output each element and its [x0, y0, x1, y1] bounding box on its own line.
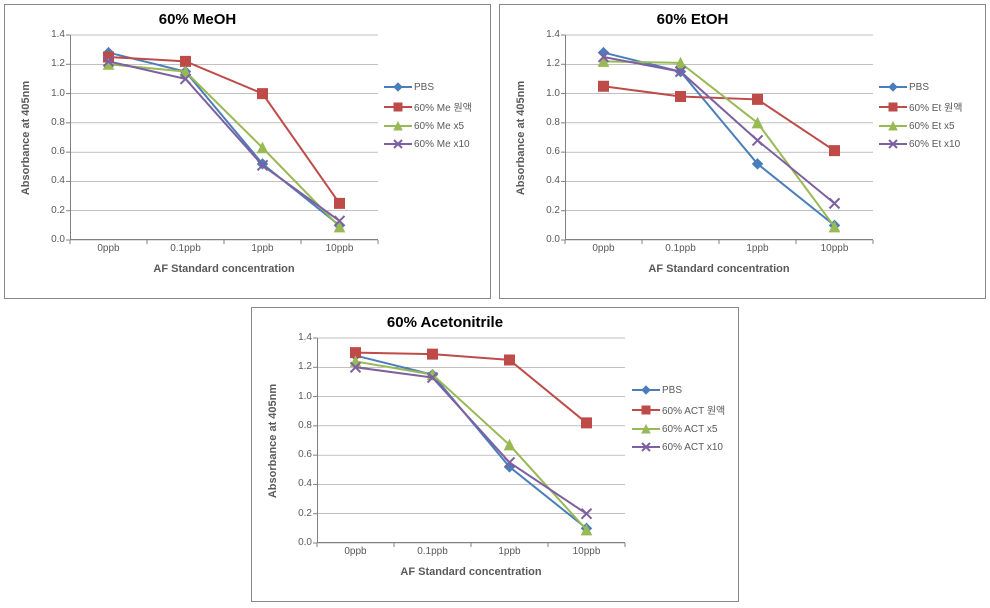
x-tick-label: 1ppb	[233, 243, 293, 254]
top-row: 60% MeOH 0.0 0.2 0.4 0.6 0.8 1.0 1.2 1.4 0ppb 0.1p…	[0, 0, 990, 303]
plot-area	[70, 35, 378, 240]
legend: PBS 60% Et 원액 60% Et x5 60% Et x10	[879, 75, 979, 156]
y-tick-label: 0.4	[282, 478, 312, 489]
y-tick-label: 1.2	[282, 361, 312, 372]
y-tick-label: 1.2	[530, 58, 560, 69]
legend-label: 60% Et x10	[909, 139, 960, 150]
legend: PBS 60% ACT 원액 60% ACT x5 60% ACT x10	[632, 378, 732, 459]
legend-item: 60% Et x10	[879, 138, 979, 150]
y-axis-label: Absorbance at 405nm	[266, 338, 280, 543]
legend-label: 60% Et x5	[909, 121, 955, 132]
legend-item: PBS	[879, 81, 979, 93]
y-tick-label: 1.4	[35, 29, 65, 40]
y-tick-label: 1.4	[282, 332, 312, 343]
y-tick-label: 1.4	[530, 29, 560, 40]
chart-panel-etoh: 60% EtOH 0.0 0.2 0.4 0.6 0.8 1.0 1.2 1.4 0ppb 0.1p…	[499, 4, 986, 299]
legend-label: PBS	[909, 82, 929, 93]
legend-item: 60% Et 원액	[879, 99, 979, 114]
legend-item: 60% Me 원액	[384, 99, 484, 114]
legend-item: PBS	[632, 384, 732, 396]
legend-label: 60% Et 원액	[909, 99, 962, 114]
y-tick-label: 0.6	[35, 146, 65, 157]
y-tick-label: 0.0	[35, 234, 65, 245]
x-tick-label: 0.1ppb	[156, 243, 216, 254]
legend-item: 60% ACT 원액	[632, 402, 732, 417]
bottom-row: 60% Acetonitrile 0.0 0.2 0.4 0.6 0.8 1.0 1.2 1.4…	[0, 303, 990, 606]
x-tick-label: 1ppb	[728, 243, 788, 254]
x-tick-label: 1ppb	[480, 546, 540, 557]
y-tick-label: 0.0	[530, 234, 560, 245]
x-tick-label: 10ppb	[557, 546, 617, 557]
y-tick-label: 1.0	[35, 88, 65, 99]
chart-panel-meoh: 60% MeOH 0.0 0.2 0.4 0.6 0.8 1.0 1.2 1.4 0ppb 0.1p…	[4, 4, 491, 299]
x-tick-label: 0.1ppb	[651, 243, 711, 254]
y-tick-label: 0.0	[282, 537, 312, 548]
legend-label: PBS	[662, 385, 682, 396]
legend-label: 60% Me x10	[414, 139, 470, 150]
y-tick-label: 0.8	[35, 117, 65, 128]
legend-item: 60% ACT x10	[632, 441, 732, 453]
legend-item: 60% Me x10	[384, 138, 484, 150]
y-tick-label: 0.8	[282, 420, 312, 431]
y-tick-label: 1.0	[530, 88, 560, 99]
legend-item: 60% Me x5	[384, 120, 484, 132]
y-tick-label: 0.6	[282, 449, 312, 460]
x-tick-label: 0.1ppb	[403, 546, 463, 557]
legend-item: 60% ACT x5	[632, 423, 732, 435]
legend: PBS 60% Me 원액 60% Me x5 60% Me x10	[384, 75, 484, 156]
plot-area	[317, 338, 625, 543]
x-axis-label: AF Standard concentration	[70, 263, 378, 275]
plot-area	[565, 35, 873, 240]
chart-title: 60% Acetonitrile	[252, 314, 638, 331]
y-tick-label: 0.4	[35, 175, 65, 186]
x-tick-label: 10ppb	[805, 243, 865, 254]
y-tick-label: 0.4	[530, 175, 560, 186]
chart-panel-acn: 60% Acetonitrile 0.0 0.2 0.4 0.6 0.8 1.0 1.2 1.4…	[251, 307, 739, 602]
legend-label: 60% Me x5	[414, 121, 464, 132]
x-tick-label: 0ppb	[79, 243, 139, 254]
y-tick-label: 0.8	[530, 117, 560, 128]
legend-label: 60% Me 원액	[414, 99, 472, 114]
legend-item: 60% Et x5	[879, 120, 979, 132]
y-axis-label: Absorbance at 405nm	[514, 35, 528, 240]
x-tick-label: 10ppb	[310, 243, 370, 254]
y-tick-label: 0.6	[530, 146, 560, 157]
y-axis-label: Absorbance at 405nm	[19, 35, 33, 240]
legend-label: 60% ACT x5	[662, 424, 717, 435]
legend-label: 60% ACT x10	[662, 442, 723, 453]
y-tick-label: 0.2	[35, 205, 65, 216]
y-tick-label: 1.2	[35, 58, 65, 69]
x-axis-label: AF Standard concentration	[565, 263, 873, 275]
legend-item: PBS	[384, 81, 484, 93]
legend-label: 60% ACT 원액	[662, 402, 725, 417]
x-axis-label: AF Standard concentration	[317, 566, 625, 578]
chart-title: 60% MeOH	[5, 11, 390, 28]
y-tick-label: 0.2	[282, 508, 312, 519]
y-tick-label: 1.0	[282, 391, 312, 402]
x-tick-label: 0ppb	[326, 546, 386, 557]
x-tick-label: 0ppb	[574, 243, 634, 254]
y-tick-label: 0.2	[530, 205, 560, 216]
chart-title: 60% EtOH	[500, 11, 885, 28]
legend-label: PBS	[414, 82, 434, 93]
